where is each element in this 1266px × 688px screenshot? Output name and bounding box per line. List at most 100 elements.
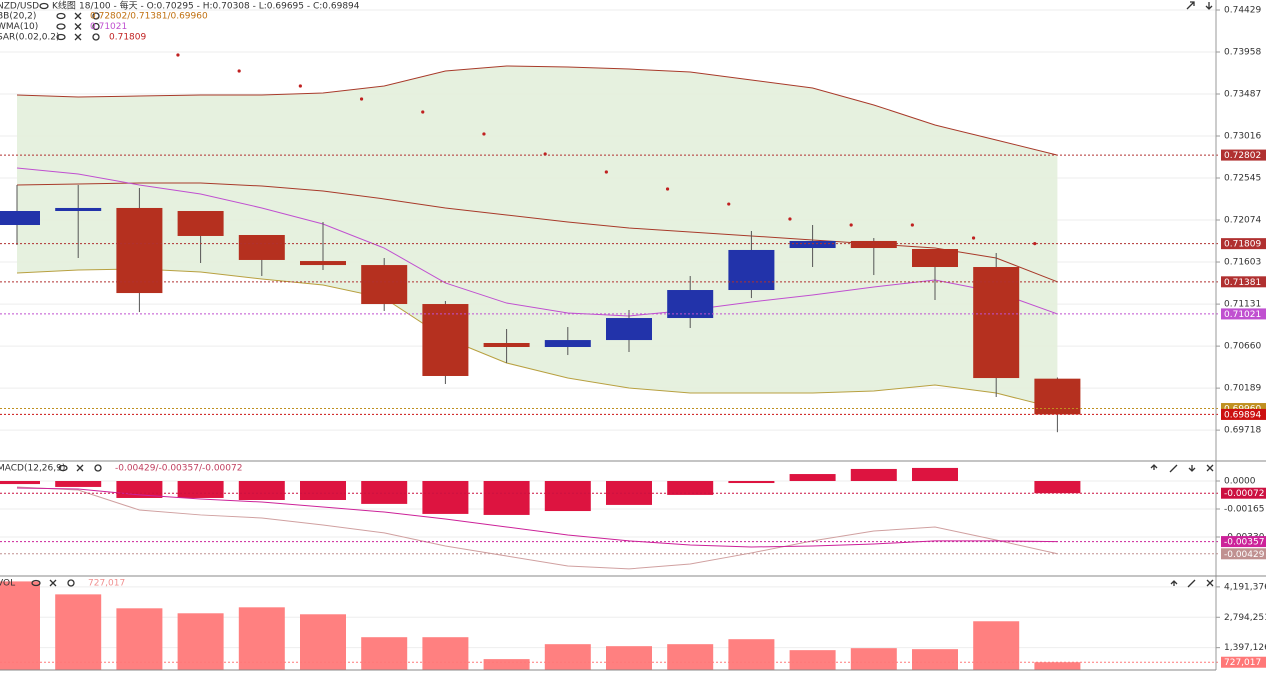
sar-dot <box>665 187 670 191</box>
legend-value: 0.71809 <box>109 33 146 43</box>
legend-value: 0.71021 <box>90 22 127 32</box>
y-tick-label: 1,397,126 <box>1224 643 1266 653</box>
y-tick-label: 0.70189 <box>1224 384 1261 394</box>
sar-dot <box>849 223 853 227</box>
candle-body <box>789 240 836 249</box>
y-tick-label: 0.71131 <box>1224 300 1261 310</box>
settings-icon <box>92 12 100 20</box>
volume-bar <box>177 613 224 670</box>
wma-line <box>16 167 1058 317</box>
remove-icon <box>49 579 57 587</box>
candle-body <box>1034 378 1081 415</box>
y-tick-label: 0.69718 <box>1224 426 1261 436</box>
band-fill <box>17 65 1058 409</box>
candle-body <box>422 304 469 376</box>
eye-icon[interactable] <box>31 579 41 587</box>
volume-bar <box>422 637 469 670</box>
price-tag <box>1221 403 1266 415</box>
price-tag <box>1221 548 1266 560</box>
macd-bar <box>116 481 163 498</box>
y-tick-label: 2,794,251 <box>1224 613 1266 623</box>
sar-dot <box>359 97 364 101</box>
panel-value: 727,017 <box>88 579 125 589</box>
macd-bar <box>361 481 408 504</box>
price-tag-label: 0.71381 <box>1224 278 1261 288</box>
sar-dot <box>237 69 241 73</box>
volume-bar <box>606 646 652 670</box>
band-upper <box>16 65 1058 156</box>
price-tag-label: -0.00357 <box>1224 538 1264 548</box>
price-tag-label: 0.69894 <box>1224 410 1261 420</box>
candle-body <box>667 290 714 319</box>
remove-icon <box>74 23 82 30</box>
sar-dot <box>604 170 608 174</box>
y-tick-label: 0.74429 <box>1224 5 1261 15</box>
price-tag <box>1221 536 1266 548</box>
legend-name: WMA(10) <box>0 22 38 32</box>
volume-bar <box>55 594 102 670</box>
eye-icon[interactable] <box>56 12 66 20</box>
y-tick-label: 0.72545 <box>1224 174 1261 184</box>
macd-bar <box>483 481 530 515</box>
candle-body <box>606 318 652 341</box>
candle-body <box>0 211 40 226</box>
settings-icon <box>67 579 75 587</box>
candle-body <box>544 340 591 348</box>
legend: BB(20,2) 0.72802/0.71381/0.69960 WMA(10) 0.… <box>0 12 242 589</box>
sar-dot <box>1033 242 1037 246</box>
price-tag <box>1221 308 1266 320</box>
macd-bar <box>544 481 591 512</box>
sar-dot <box>176 53 180 57</box>
volume-bar <box>0 581 40 670</box>
eye-icon[interactable] <box>58 464 68 472</box>
volume-bar <box>789 650 836 670</box>
price-tag <box>1221 149 1266 161</box>
volume-bar <box>728 639 775 670</box>
panel-title: VOL <box>0 579 15 589</box>
sar-dot <box>727 202 731 206</box>
eye-icon[interactable] <box>56 23 66 30</box>
candle-body <box>973 267 1020 379</box>
y-tick-label: -0.00165 <box>1224 504 1264 514</box>
sar-dot <box>298 84 302 88</box>
volume-bar <box>238 607 285 670</box>
volume-bar <box>483 659 530 670</box>
remove-icon <box>76 464 84 472</box>
candle-body <box>300 261 346 266</box>
legend-name: BB(20,2) <box>0 12 36 22</box>
macd-bar <box>422 481 469 514</box>
y-tick-label: 0.0000 <box>1224 477 1256 487</box>
price-tag-label: 0.71021 <box>1224 310 1261 320</box>
sar-dot <box>788 217 792 221</box>
window-controls[interactable] <box>1150 1 1214 588</box>
candle-body <box>912 248 958 268</box>
macd-bar <box>1034 481 1081 494</box>
candle-body <box>483 342 530 348</box>
candle-body <box>850 240 897 249</box>
macd-bar <box>55 481 102 487</box>
macd-line <box>16 486 1058 570</box>
y-tick-label: 0.73958 <box>1224 47 1261 57</box>
y-tick-label: 0.71603 <box>1224 258 1261 268</box>
settings-icon <box>92 33 100 41</box>
eye-icon[interactable] <box>39 2 49 10</box>
price-tag-label: -0.00429 <box>1224 550 1265 560</box>
sar-dot <box>421 110 425 114</box>
price-tag <box>1221 656 1266 668</box>
volume-bar <box>544 644 591 670</box>
candle-body <box>177 211 224 236</box>
macd-bar <box>912 467 958 482</box>
sar-dot <box>910 223 914 227</box>
panel-value: -0.00429/-0.00357/-0.00072 <box>115 464 242 474</box>
macd-bar <box>238 481 285 501</box>
y-tick-label: 4,191,376 <box>1224 582 1266 592</box>
price-tag <box>1221 238 1266 250</box>
y-tick-label: 0.73016 <box>1224 132 1261 142</box>
volume-bar <box>850 648 897 670</box>
price-tag-label: 0.72802 <box>1224 151 1261 161</box>
candle-body <box>728 249 775 291</box>
macd-bar <box>667 481 714 495</box>
volume-bar <box>116 608 163 670</box>
eye-icon[interactable] <box>56 33 66 41</box>
